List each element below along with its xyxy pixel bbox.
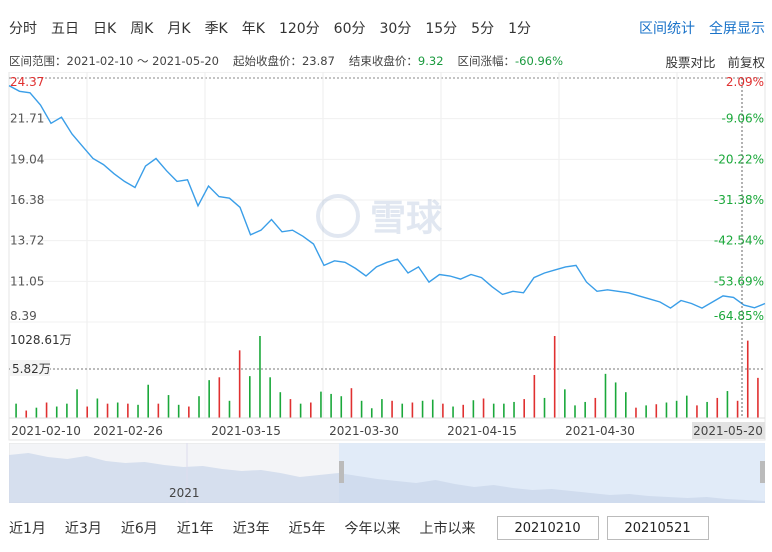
tab-5[interactable]: 季K: [204, 21, 228, 37]
tab-11[interactable]: 5分: [471, 21, 495, 37]
info-actions: 股票对比 前复权: [657, 52, 765, 71]
range-button-5[interactable]: 近5年: [288, 521, 326, 537]
range-button-6[interactable]: 今年以来: [344, 521, 401, 537]
navigator-handle-left: [339, 461, 344, 483]
price-chart[interactable]: 雪球 24.37 21.71 19.04 16.38 13.72 11.05 8.39 2.09…: [0, 72, 772, 442]
x-tick-5: 2021-04-30: [565, 424, 635, 438]
range-value: 2021-02-10 ～ 2021-05-20: [66, 54, 219, 68]
x-tick-1: 2021-02-26: [93, 424, 163, 438]
range-buttons: 近1月 近3月 近6月 近1年 近3年 近5年 今年以来 上市以来: [9, 518, 495, 538]
adjust-button[interactable]: 前复权: [727, 54, 765, 70]
pct-tick-1: -9.06%: [722, 112, 764, 126]
end-close-value: 9.32: [417, 54, 444, 68]
period-tabs: 分时 五日 日K 周K 月K 季K 年K 120分 60分 30分 15分 5分 1分 区间统计 全屏显示: [9, 13, 765, 43]
pct-tick-2: -20.22%: [714, 152, 764, 166]
pct-tick-6: -64.85%: [714, 309, 764, 323]
watermark-logo: [316, 194, 360, 238]
end-date-input[interactable]: [606, 516, 709, 540]
info-bar: 区间范围： 2021-02-10 ～ 2021-05-20 起始收盘价： 23.…: [9, 52, 765, 70]
tab-10[interactable]: 15分: [425, 21, 458, 37]
tab-4[interactable]: 月K: [167, 21, 191, 37]
x-tick-4: 2021-04-15: [447, 424, 517, 438]
x-tick-6: 2021-05-20: [693, 424, 763, 438]
volume-ref-label: 5.82万: [12, 362, 51, 376]
change-label: 区间涨幅：: [457, 54, 516, 68]
end-close-label: 结束收盘价：: [348, 54, 418, 68]
price-tick-4: 13.72: [10, 234, 44, 248]
tab-2[interactable]: 日K: [93, 21, 117, 37]
tab-0[interactable]: 分时: [9, 21, 37, 37]
range-button-7[interactable]: 上市以来: [419, 521, 476, 537]
pct-tick-4: -42.54%: [714, 234, 764, 248]
start-close-label: 起始收盘价：: [232, 54, 302, 68]
price-tick-1: 21.71: [10, 112, 44, 126]
pct-tick-5: -53.69%: [714, 274, 764, 288]
price-tick-6: 8.39: [10, 309, 37, 323]
pct-tick-0: 2.09%: [726, 75, 764, 89]
range-button-4[interactable]: 近3年: [232, 521, 270, 537]
change-value: -60.96%: [515, 54, 564, 68]
tab-1[interactable]: 五日: [51, 21, 79, 37]
price-tick-3: 16.38: [10, 193, 44, 207]
price-tick-2: 19.04: [10, 152, 44, 166]
x-tick-2: 2021-03-15: [211, 424, 281, 438]
x-tick-3: 2021-03-30: [329, 424, 399, 438]
range-navigator[interactable]: 2021: [9, 443, 765, 503]
volume-max-label: 1028.61万: [10, 333, 72, 347]
tab-12[interactable]: 1分: [508, 21, 531, 37]
watermark-text: 雪球: [370, 198, 443, 239]
tab-8[interactable]: 60分: [333, 21, 366, 37]
navigator-area: [9, 453, 765, 503]
stock-compare-button[interactable]: 股票对比: [665, 54, 716, 70]
price-tick-5: 11.05: [10, 274, 44, 288]
interval-stats-button[interactable]: 区间统计: [639, 21, 695, 37]
range-button-0[interactable]: 近1月: [9, 521, 46, 537]
tab-7[interactable]: 120分: [278, 21, 320, 37]
navigator-year-label: 2021: [169, 486, 200, 500]
chart-frame: [8, 72, 766, 441]
watermark: 雪球: [316, 194, 443, 239]
pct-tick-3: -31.38%: [714, 193, 764, 207]
navigator-handle-right: [760, 461, 765, 483]
range-button-2[interactable]: 近6月: [120, 521, 158, 537]
fullscreen-button[interactable]: 全屏显示: [709, 21, 765, 37]
range-bar: 近1月 近3月 近6月 近1年 近3年 近5年 今年以来 上市以来: [9, 514, 765, 542]
tab-6[interactable]: 年K: [241, 21, 265, 37]
price-tick-0: 24.37: [10, 75, 44, 89]
range-button-3[interactable]: 近1年: [176, 521, 214, 537]
range-button-1[interactable]: 近3月: [64, 521, 102, 537]
tab-3[interactable]: 周K: [130, 21, 154, 37]
x-tick-highlight: [692, 422, 765, 439]
x-tick-0: 2021-02-10: [11, 424, 81, 438]
price-line: [8, 84, 766, 309]
range-label: 区间范围：: [9, 54, 67, 68]
start-date-input[interactable]: [496, 516, 599, 540]
start-close-value: 23.87: [301, 54, 335, 68]
volume-ref-label-bg: [10, 360, 50, 376]
tab-9[interactable]: 30分: [379, 21, 412, 37]
